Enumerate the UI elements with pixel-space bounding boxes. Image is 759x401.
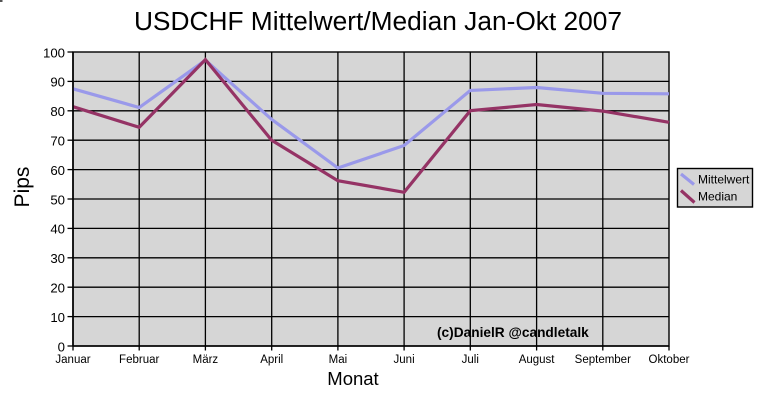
svg-text:20: 20 xyxy=(50,281,65,296)
svg-text:Juli: Juli xyxy=(462,354,479,366)
svg-text:Juni: Juni xyxy=(394,354,415,366)
svg-text:September: September xyxy=(575,354,631,366)
svg-text:Januar: Januar xyxy=(55,354,90,366)
svg-text:100: 100 xyxy=(43,45,65,60)
svg-text:Februar: Februar xyxy=(119,354,159,366)
svg-text:Mai: Mai xyxy=(329,354,348,366)
svg-text:Mittelwert: Mittelwert xyxy=(698,173,750,187)
svg-text:0: 0 xyxy=(58,339,65,354)
svg-text:30: 30 xyxy=(50,251,65,266)
svg-text:10: 10 xyxy=(50,310,65,325)
svg-text:90: 90 xyxy=(50,75,65,90)
svg-text:Median: Median xyxy=(698,190,737,204)
svg-text:40: 40 xyxy=(50,222,65,237)
svg-text:80: 80 xyxy=(50,104,65,119)
svg-text:USDCHF Mittelwert/Median Jan-O: USDCHF Mittelwert/Median Jan-Okt 2007 xyxy=(134,6,622,36)
svg-text:März: März xyxy=(193,354,219,366)
svg-text:70: 70 xyxy=(50,134,65,149)
svg-text:Oktober: Oktober xyxy=(649,354,690,366)
svg-text:Pips: Pips xyxy=(11,167,34,208)
svg-text:60: 60 xyxy=(50,163,65,178)
svg-text:(c)DanielR @candletalk: (c)DanielR @candletalk xyxy=(437,325,589,340)
svg-text:50: 50 xyxy=(50,192,65,207)
svg-text:April: April xyxy=(260,354,283,366)
svg-text:August: August xyxy=(519,354,556,366)
svg-text:Monat: Monat xyxy=(327,368,378,389)
